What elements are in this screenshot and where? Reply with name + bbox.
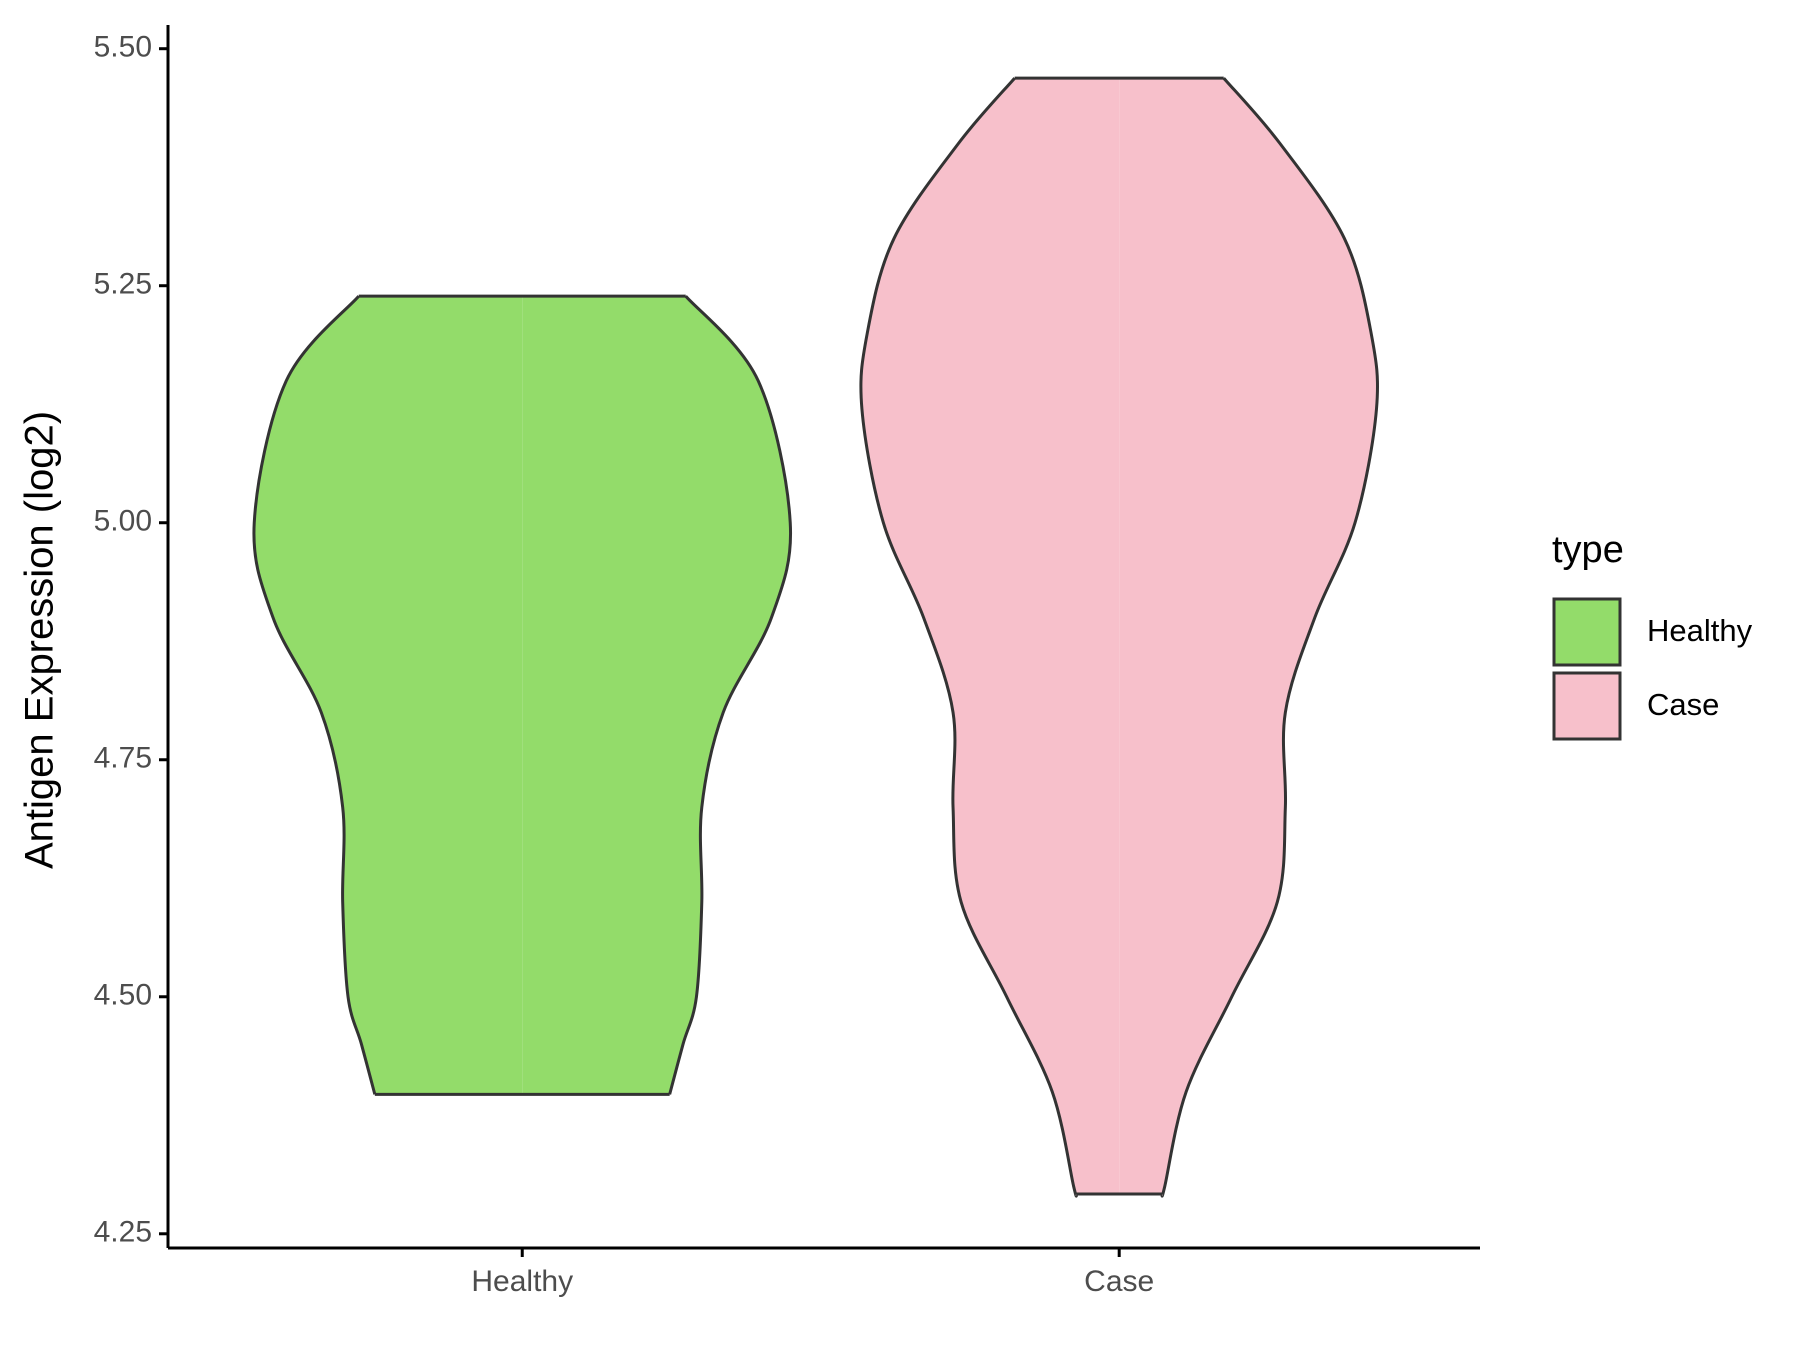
violin-outline <box>1160 77 1380 1198</box>
violin-outline <box>252 295 377 1095</box>
violin-outline <box>859 77 1078 1198</box>
y-tick-label: 5.00 <box>94 505 152 538</box>
violin-fill <box>522 296 791 1095</box>
y-tick-label: 5.25 <box>94 268 152 301</box>
legend-key <box>1552 597 1622 667</box>
violin-fill <box>860 78 1120 1197</box>
legend-label: Healthy <box>1647 613 1753 648</box>
x-tick-label: Healthy <box>471 1265 573 1298</box>
legend-label: Case <box>1647 687 1719 722</box>
y-tick-label: 4.50 <box>94 979 152 1012</box>
y-axis-title: Antigen Expression (log2) <box>18 411 62 869</box>
y-tick-label: 5.50 <box>94 31 152 64</box>
violin-fill <box>1119 78 1378 1197</box>
x-tick-label: Case <box>1084 1265 1154 1298</box>
violin-fill <box>253 296 523 1095</box>
legend-key <box>1552 671 1622 741</box>
legend-title: type <box>1552 529 1624 571</box>
violin-outline <box>668 295 793 1095</box>
y-tick-label: 4.75 <box>94 742 152 775</box>
y-tick-label: 4.25 <box>94 1216 152 1249</box>
